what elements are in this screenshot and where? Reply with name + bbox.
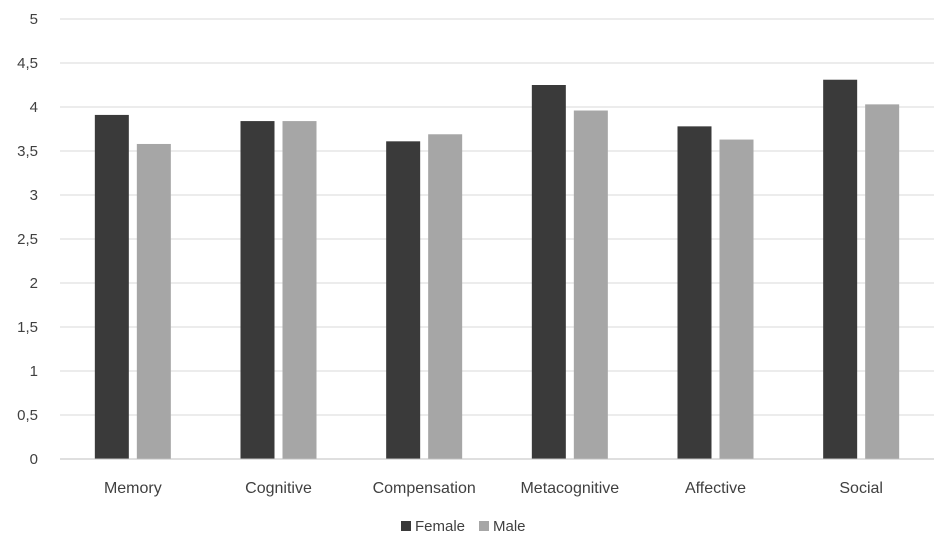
- bar-female-metacognitive: [531, 85, 566, 459]
- y-tick-label: 2,5: [17, 231, 38, 248]
- bar-female-cognitive: [240, 121, 275, 459]
- x-tick-label: Cognitive: [245, 480, 312, 497]
- x-tick-label: Affective: [685, 480, 746, 497]
- x-tick-label: Metacognitive: [520, 480, 619, 497]
- x-tick-label: Memory: [104, 480, 162, 497]
- bar-male-social: [865, 104, 900, 460]
- bar-female-compensation: [386, 141, 421, 459]
- bar-male-cognitive: [282, 121, 317, 459]
- legend: Female Male: [401, 518, 526, 535]
- bar-male-metacognitive: [573, 110, 608, 460]
- bar-male-memory: [136, 143, 171, 459]
- x-axis-ticks: Memory Cognitive Compensation Metacognitive…: [104, 480, 883, 497]
- legend-swatch-female: [401, 521, 411, 531]
- gridlines: [60, 18, 934, 416]
- bar-female-social: [823, 79, 858, 459]
- x-tick-label: Social: [839, 480, 883, 497]
- y-tick-label: 1,5: [17, 319, 38, 336]
- legend-label-male: Male: [493, 518, 526, 535]
- y-tick-label: 0: [30, 451, 38, 468]
- x-tick-label: Compensation: [373, 480, 476, 497]
- bar-female-affective: [677, 126, 712, 460]
- bar-female-memory: [94, 114, 129, 460]
- legend-swatch-male: [479, 521, 489, 531]
- bars: [94, 79, 900, 460]
- y-tick-label: 4: [30, 99, 38, 116]
- y-tick-label: 2: [30, 275, 38, 292]
- legend-label-female: Female: [415, 518, 465, 535]
- y-tick-label: 0,5: [17, 407, 38, 424]
- y-axis-ticks: 0 0,5 1 1,5 2 2,5 3 3,5 4 4,5 5: [17, 11, 38, 468]
- y-tick-label: 4,5: [17, 55, 38, 72]
- bar-male-compensation: [428, 134, 463, 459]
- y-tick-label: 3,5: [17, 143, 38, 160]
- y-tick-label: 5: [30, 11, 38, 28]
- bar-male-affective: [719, 139, 754, 459]
- y-tick-label: 1: [30, 363, 38, 380]
- y-tick-label: 3: [30, 187, 38, 204]
